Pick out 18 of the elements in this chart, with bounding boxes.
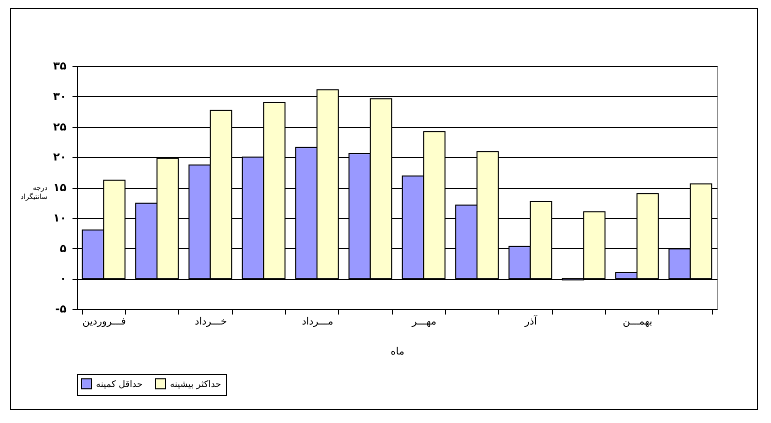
y-tick-label: ۱۵ bbox=[53, 181, 67, 194]
legend-label: حداقل کمینه bbox=[96, 380, 143, 390]
y-tick-label: ۲۰ bbox=[53, 150, 66, 164]
y-tick-label: ۳۰ bbox=[53, 90, 66, 103]
y-tick-label: ۳۵ bbox=[53, 60, 67, 72]
y-tick-label: -۵ bbox=[55, 302, 67, 316]
x-axis-title: ماه bbox=[390, 346, 404, 358]
x-tick-label: مـــرداد bbox=[302, 316, 334, 328]
x-tick-label: مهـــر bbox=[411, 316, 436, 328]
x-tick-label: فـــروردین bbox=[82, 316, 126, 328]
y-tick-label: ۵ bbox=[60, 242, 67, 255]
y-tick-label: ۰ bbox=[60, 272, 66, 286]
x-tick-label: آذر bbox=[524, 314, 538, 328]
legend-label: حداکثر بیشینه bbox=[170, 380, 222, 390]
x-tick-label: خـــرداد bbox=[194, 316, 227, 328]
x-tick-label: بهمـــن bbox=[622, 316, 652, 328]
y-tick-label: ۱۰ bbox=[53, 211, 66, 224]
y-tick-label: ۲۵ bbox=[53, 120, 67, 134]
